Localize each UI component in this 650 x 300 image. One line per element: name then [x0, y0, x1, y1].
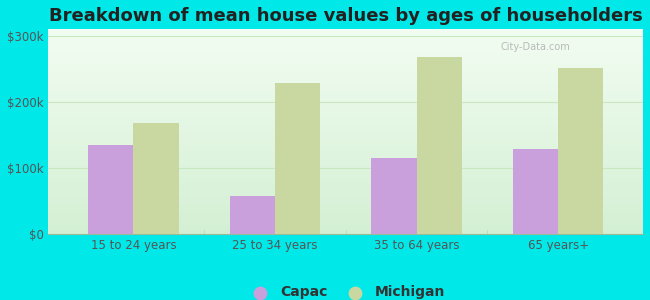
Title: Breakdown of mean house values by ages of householders: Breakdown of mean house values by ages o… [49, 7, 643, 25]
Legend: Capac, Michigan: Capac, Michigan [241, 280, 450, 300]
Bar [229, 196, 275, 234]
Bar [133, 123, 179, 234]
Bar [558, 68, 603, 234]
Bar [88, 145, 133, 234]
Text: City-Data.com: City-Data.com [500, 42, 570, 52]
Bar [513, 149, 558, 234]
Bar [275, 83, 320, 234]
Bar [371, 158, 417, 234]
Bar [417, 57, 462, 234]
